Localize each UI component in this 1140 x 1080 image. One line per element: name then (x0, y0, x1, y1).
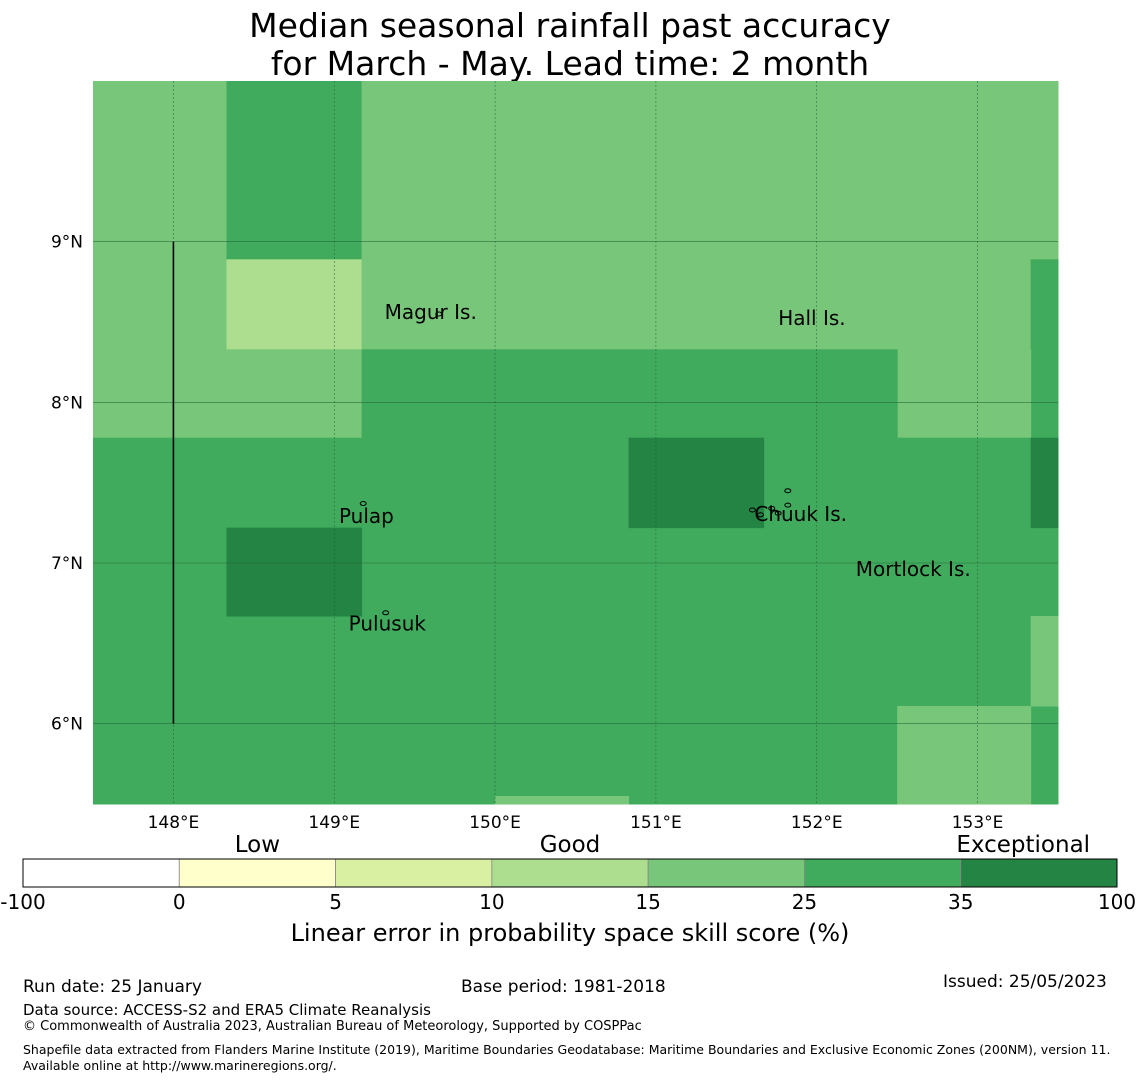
colorbar-swatch (491, 858, 649, 888)
x-tick-label: 152°E (791, 813, 843, 833)
chart-title-line2: for March - May. Lead time: 2 month (270, 44, 870, 83)
heatmap-cell (897, 349, 1032, 439)
y-tick-label: 6°N (51, 715, 83, 735)
island-outline (784, 502, 792, 508)
colorbar-tick-label: 15 (635, 890, 660, 914)
island-outline (382, 610, 390, 616)
colorbar-tick-label: 25 (792, 890, 817, 914)
x-tick-label: 151°E (630, 813, 682, 833)
colorbar-tick-label: 10 (479, 890, 504, 914)
island-outline (756, 512, 764, 518)
colorbar-tick-label: 35 (948, 890, 973, 914)
place-label: Pulusuk (349, 611, 427, 635)
place-label: Hall Is. (778, 306, 845, 330)
y-tick-label: 7°N (51, 554, 83, 574)
heatmap-cell (226, 349, 363, 439)
heatmap-cell (93, 81, 227, 439)
colorbar-tick-label: 5 (329, 890, 342, 914)
x-tick-label: 150°E (469, 813, 521, 833)
colorbar-swatch (22, 858, 180, 888)
colorbar-axis-label: Linear error in probability space skill … (291, 919, 850, 947)
colorbar-tick-label: -100 (0, 890, 45, 914)
island-outline (768, 505, 776, 511)
rainfall-accuracy-map: Magur Is. Hall Is. Pulap Chuuk Is. Mortlock … (0, 81, 1136, 947)
island-outline (774, 510, 782, 516)
colorbar-swatch (335, 858, 493, 888)
heatmap-cell (495, 795, 630, 805)
colorbar-tick-label: 100 (1098, 890, 1136, 914)
base-period: Base period: 1981-2018 (461, 977, 666, 997)
island-outline (784, 488, 792, 494)
place-label: Pulap (339, 504, 394, 528)
island-outline (359, 501, 367, 507)
heatmap-cell (1030, 437, 1059, 529)
colorbar-category-label: Low (235, 832, 280, 858)
place-label: Mortlock Is. (856, 557, 971, 581)
heatmap-cell (628, 437, 765, 529)
place-label: Magur Is. (385, 300, 477, 324)
run-date: Run date: 25 January (23, 977, 202, 997)
heatmap-cell (226, 527, 363, 617)
colorbar-category-label: Exceptional (956, 832, 1090, 858)
x-tick-label: 149°E (308, 813, 360, 833)
island-outline (748, 507, 756, 513)
colorbar-swatch (647, 858, 805, 888)
colorbar-swatch (804, 858, 962, 888)
heatmap-cell (1030, 259, 1059, 439)
issued-date: Issued: 25/05/2023 (943, 972, 1107, 992)
colorbar-category-label: Good (540, 832, 601, 858)
x-tick-label: 153°E (952, 813, 1004, 833)
shapefile-credit: Shapefile data extracted from Flanders M… (23, 1042, 1111, 1073)
colorbar-tick-label: 0 (173, 890, 186, 914)
heatmap-cell (1030, 616, 1059, 707)
colorbar-swatch (178, 858, 336, 888)
heatmap-cell (226, 81, 363, 260)
colorbar-swatch (960, 858, 1118, 888)
data-source: Data source: ACCESS-S2 and ERA5 Climate … (23, 1001, 431, 1019)
chart-title-line1: Median seasonal rainfall past accuracy (249, 6, 891, 45)
heatmap-cell (897, 705, 1032, 805)
x-tick-label: 148°E (148, 813, 200, 833)
place-label: Chuuk Is. (754, 502, 847, 526)
y-tick-label: 9°N (51, 233, 83, 253)
y-tick-label: 8°N (51, 393, 83, 413)
colorbar-frame (22, 858, 1118, 888)
island-outline (435, 311, 443, 317)
heatmap-cell (226, 259, 363, 350)
copyright: © Commonwealth of Australia 2023, Austra… (23, 1019, 642, 1034)
heatmap-cell (361, 349, 898, 439)
heatmap-cell (361, 81, 1059, 350)
